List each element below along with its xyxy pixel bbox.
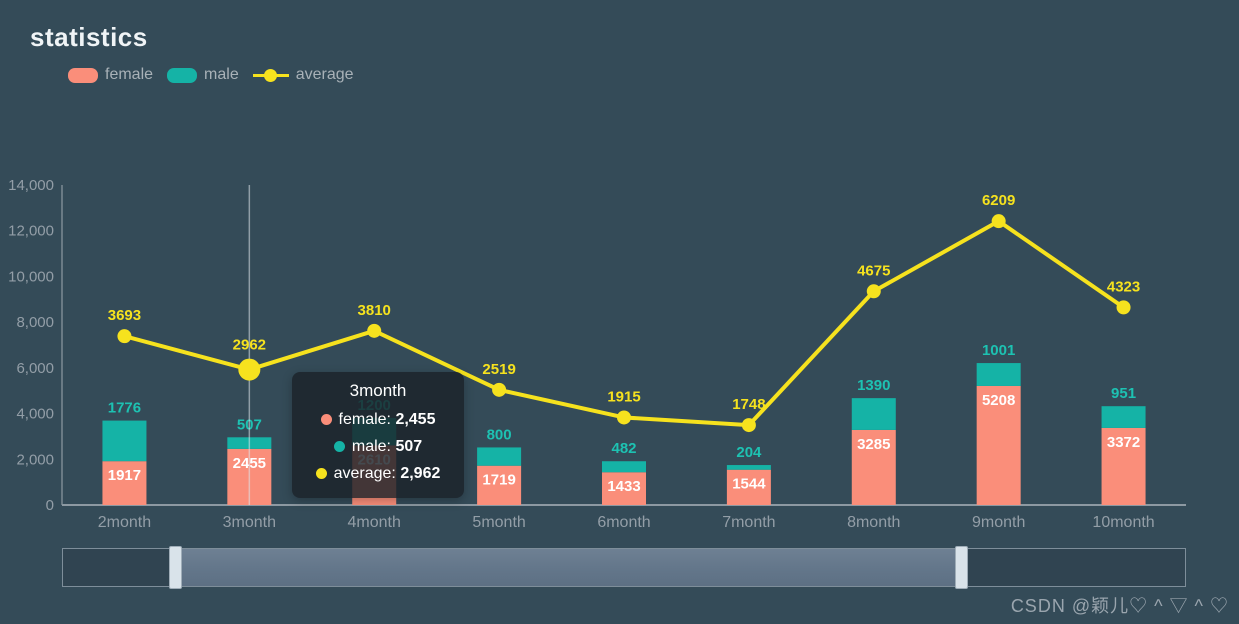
bar-male-4month[interactable] xyxy=(352,417,397,446)
bar-female-9month[interactable] xyxy=(976,385,1021,505)
label-average-5month: 2519 xyxy=(482,361,515,378)
y-axis-tick-label: 2,000 xyxy=(16,451,54,468)
x-axis-label-3month: 3month xyxy=(223,514,276,531)
y-axis-tick-label: 0 xyxy=(46,497,54,514)
label-male-4month: 1200 xyxy=(358,397,391,414)
label-male-6month: 482 xyxy=(611,440,636,457)
bar-female-10month[interactable] xyxy=(1101,427,1146,505)
average-point-6month[interactable] xyxy=(617,410,631,425)
label-male-2month: 1776 xyxy=(108,400,141,417)
x-axis-label-6month: 6month xyxy=(597,514,650,531)
legend-item-average[interactable]: average xyxy=(252,66,354,84)
y-axis-tick-label: 4,000 xyxy=(16,406,54,423)
female-swatch-icon xyxy=(68,67,98,83)
label-female-8month: 3285 xyxy=(857,436,890,453)
bar-male-9month[interactable] xyxy=(976,363,1021,386)
datazoom-slider[interactable] xyxy=(62,546,1186,589)
bar-male-7month[interactable] xyxy=(726,465,771,470)
bar-male-5month[interactable] xyxy=(477,447,522,466)
bar-female-5month[interactable] xyxy=(477,465,522,505)
x-axis-label-2month: 2month xyxy=(98,514,151,531)
y-axis-tick-label: 12,000 xyxy=(8,223,54,240)
y-axis-tick-label: 8,000 xyxy=(16,314,54,331)
y-axis-tick-label: 6,000 xyxy=(16,360,54,377)
average-point-7month[interactable] xyxy=(741,418,756,433)
male-swatch-icon xyxy=(167,67,198,83)
x-axis-label-9month: 9month xyxy=(972,514,1025,531)
legend-item-female[interactable]: female xyxy=(68,66,153,84)
label-female-6month: 1433 xyxy=(607,478,640,495)
label-female-9month: 5208 xyxy=(982,392,1015,409)
average-point-4month[interactable] xyxy=(367,323,382,338)
label-male-5month: 800 xyxy=(487,426,512,443)
y-axis-tick-label: 10,000 xyxy=(8,268,54,285)
legend-label: male xyxy=(204,66,239,83)
label-average-4month: 3810 xyxy=(358,302,391,319)
label-average-3month: 2962 xyxy=(233,337,266,354)
bar-female-2month[interactable] xyxy=(102,461,147,505)
average-point-9month[interactable] xyxy=(991,214,1006,229)
legend-label: female xyxy=(105,66,154,83)
label-female-5month: 1719 xyxy=(482,472,515,489)
average-point-10month[interactable] xyxy=(1116,300,1131,315)
x-axis-label-10month: 10month xyxy=(1092,514,1154,531)
label-average-8month: 4675 xyxy=(857,262,890,279)
bar-female-8month[interactable] xyxy=(851,429,896,505)
bar-male-8month[interactable] xyxy=(851,398,896,430)
average-point-3month[interactable] xyxy=(238,358,261,381)
label-average-7month: 1748 xyxy=(732,396,765,413)
x-axis-label-5month: 5month xyxy=(472,514,525,531)
average-line-dot-icon xyxy=(252,68,289,83)
label-male-10month: 951 xyxy=(1111,385,1136,402)
x-axis-label-7month: 7month xyxy=(722,514,775,531)
x-axis-label-4month: 4month xyxy=(348,514,401,531)
legend-label: average xyxy=(295,66,354,83)
label-average-9month: 6209 xyxy=(982,192,1015,209)
label-male-8month: 1390 xyxy=(857,377,890,394)
legend-item-male[interactable]: male xyxy=(167,66,239,84)
label-average-2month: 3693 xyxy=(108,307,141,324)
bar-female-6month[interactable] xyxy=(602,472,646,505)
label-female-4month: 2610 xyxy=(358,451,391,468)
label-female-7month: 1544 xyxy=(732,476,766,493)
datazoom-handle-left[interactable] xyxy=(169,546,182,589)
y-axis-tick-label: 14,000 xyxy=(8,177,54,194)
label-female-2month: 1917 xyxy=(108,467,141,484)
label-average-10month: 4323 xyxy=(1107,278,1140,295)
bar-female-7month[interactable] xyxy=(726,469,771,505)
average-point-2month[interactable] xyxy=(117,329,132,344)
watermark: CSDN @颖儿♡ ^ ▽ ^ ♡ xyxy=(1010,596,1229,616)
datazoom-selection[interactable] xyxy=(170,549,968,586)
datazoom-handle-right[interactable] xyxy=(955,546,968,589)
legend: female male average xyxy=(68,64,354,86)
bar-male-10month[interactable] xyxy=(1101,406,1146,428)
page-title: statistics xyxy=(30,22,148,52)
average-point-8month[interactable] xyxy=(866,284,881,299)
x-axis-label-8month: 8month xyxy=(847,514,900,531)
average-point-5month[interactable] xyxy=(492,382,507,397)
label-male-9month: 1001 xyxy=(982,342,1015,359)
label-male-7month: 204 xyxy=(736,444,762,461)
bar-male-6month[interactable] xyxy=(602,461,646,473)
bar-male-2month[interactable] xyxy=(102,420,147,462)
label-female-10month: 3372 xyxy=(1107,434,1140,451)
label-average-6month: 1915 xyxy=(607,388,640,405)
